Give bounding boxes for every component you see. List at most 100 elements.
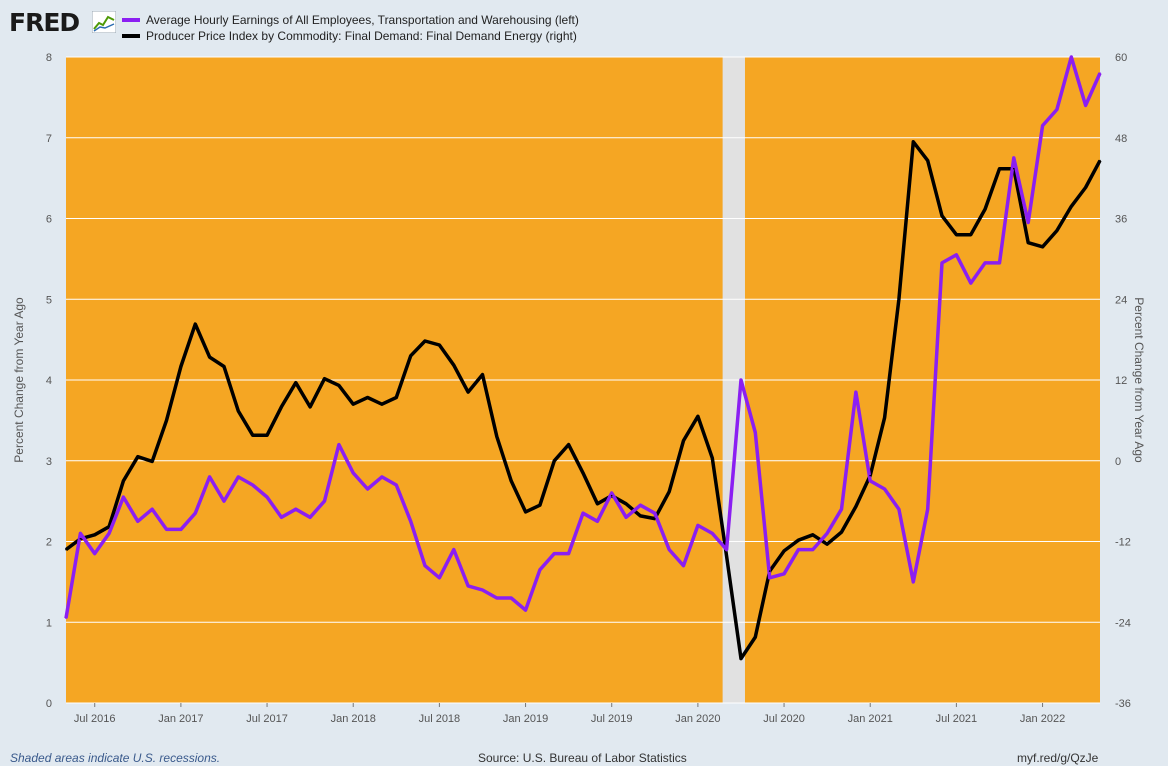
ppi-energy-point [180,365,182,368]
earnings-point [237,476,240,478]
earnings-point [898,508,900,511]
left-tick-label: 2 [46,537,52,549]
ppi-energy-point [194,323,197,325]
earnings-point [711,532,714,535]
ppi-energy-point [682,439,685,442]
earnings-point [481,589,484,591]
ppi-energy-point [266,434,268,437]
series-points [65,56,1101,660]
x-tick-label: Jul 2019 [591,713,633,725]
earnings-point [984,262,986,264]
x-tick-label: Jan 2019 [503,713,548,725]
earnings-point [366,488,369,490]
ppi-energy-point [926,159,929,162]
ppi-energy-point [122,480,125,482]
earnings-point [151,508,153,511]
earnings-point [409,520,412,523]
ppi-energy-point [553,460,556,462]
ppi-energy-point [295,381,297,384]
earnings-point [352,472,355,474]
ppi-energy-point [668,490,670,493]
ppi-energy-point [582,472,584,474]
earnings-point [1041,124,1044,127]
earnings-point [1070,56,1073,58]
legend-swatch-earnings [122,17,140,22]
earnings-point [567,552,570,555]
earnings-point [1027,221,1029,224]
earnings-point [783,573,785,575]
ppi-energy-point [596,503,599,505]
ppi-energy-point [1056,229,1058,232]
left-tick-label: 6 [46,214,52,226]
legend-item-earnings[interactable]: Average Hourly Earnings of All Employees… [122,13,579,27]
ppi-energy-point [352,403,355,406]
ppi-energy-point [366,396,369,399]
left-tick-label: 8 [46,52,52,64]
earnings-point [654,512,656,514]
ppi-energy-point [93,534,96,536]
ppi-energy-point [625,503,627,505]
earnings-point [625,516,627,519]
ppi-energy-point [697,415,699,418]
fred-logo[interactable]: FRED [9,8,80,37]
earnings-point [323,500,326,502]
ppi-energy-point [539,504,541,507]
earnings-point [840,508,843,511]
x-tick-label: Jan 2020 [675,713,720,725]
ppi-energy-point [754,636,757,638]
ppi-energy-point [883,416,886,419]
ppi-energy-point [424,340,426,342]
right-tick-label: 12 [1115,375,1127,387]
ppi-energy-point [941,215,943,217]
recession-note: Shaded areas indicate U.S. recessions. [10,751,221,765]
earnings-point [797,548,800,551]
earnings-point [941,262,943,264]
legend-item-ppi-energy[interactable]: Producer Price Index by Commodity: Final… [122,29,577,43]
ppi-energy-point [1084,186,1087,189]
left-tick-label: 7 [46,133,52,145]
x-tick-label: Jul 2016 [74,713,116,725]
ppi-energy-point [610,494,613,497]
right-tick-label: 36 [1115,214,1127,226]
ppi-energy-point [955,233,958,236]
ppi-energy-point [812,534,814,536]
ppi-energy-point [496,435,498,438]
ppi-energy-point [237,410,240,412]
earnings-point [1056,108,1058,111]
left-tick-label: 3 [46,456,52,468]
ppi-energy-point [740,657,742,660]
ppi-energy-point [855,505,857,508]
ppi-energy-point [151,460,153,463]
ppi-energy-point [108,525,110,528]
earnings-point [208,476,211,478]
ppi-energy-point [79,538,82,540]
source-text: Source: U.S. Bureau of Labor Statistics [478,751,687,765]
x-tick-label: Jul 2018 [419,713,461,725]
earnings-point [1099,72,1101,74]
earnings-point [553,552,556,555]
right-tick-label: 0 [1115,456,1121,468]
earnings-point [768,577,771,579]
ppi-energy-point [381,403,383,406]
short-link[interactable]: myf.red/g/QzJe [1017,751,1099,765]
earnings-point [926,508,929,511]
earnings-point [510,597,512,599]
earnings-point [869,480,871,482]
earnings-point [79,532,82,535]
left-tick-label: 0 [46,698,52,710]
x-tick-label: Jul 2020 [763,713,805,725]
left-axis-ticks: 0 1 2 3 4 5 6 7 8 [46,52,52,710]
earnings-point [453,548,455,551]
ppi-energy-point [137,455,139,458]
earnings-point [1084,104,1087,107]
legend-label-ppi-energy: Producer Price Index by Commodity: Final… [146,29,577,43]
ppi-energy-point [467,391,469,393]
earnings-point [137,520,139,523]
earnings-point [639,504,642,507]
earnings-point [338,443,340,446]
earnings-point [754,431,757,434]
ppi-energy-point [338,384,340,387]
earnings-point [295,508,297,511]
ppi-energy-point [639,515,642,517]
earnings-point [165,528,168,531]
